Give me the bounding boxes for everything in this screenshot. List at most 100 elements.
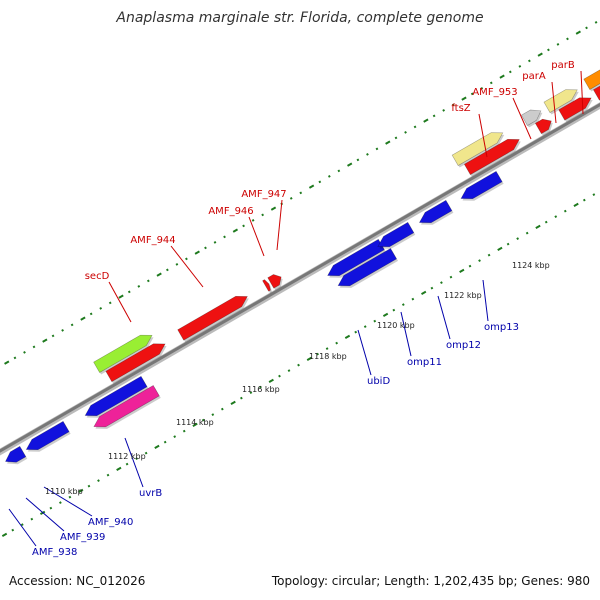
tick-dot-top [537,52,543,57]
tick-dot-bottom [97,479,100,482]
kbp-tick-label: 1112 kbp [108,452,146,461]
tick-dot-bottom [30,517,34,521]
label-leader-reverse [437,295,451,340]
tick-dot-top [261,213,265,217]
label-leader-reverse [25,497,65,532]
tick-dot-top [308,184,315,189]
tick-dot-top [223,235,226,239]
tick-dot-bottom [201,418,205,422]
tick-dot-top [442,109,446,112]
tick-dot-bottom [344,334,351,339]
gene-forward [267,274,282,289]
tick-dot-top [23,351,26,354]
tick-dot-top [51,334,55,338]
tick-dot-top [89,312,93,316]
tick-dot-top [318,180,322,184]
gene-reverse [418,199,453,224]
gene-label-reverse: AMF_938 [32,547,77,558]
gene-label-forward: parB [551,60,575,71]
gene-reverse [93,385,160,428]
tick-dot-bottom [20,523,24,526]
tick-dot-top [80,316,86,321]
tick-dot-bottom [325,347,329,350]
gene-label-reverse: AMF_939 [60,532,105,543]
tick-dot-bottom [592,193,596,196]
tick-dot-top [204,246,207,250]
tick-dot-top [156,272,162,277]
tick-dot-bottom [478,259,481,262]
tick-dot-top [4,360,10,365]
tick-dot-bottom [287,369,291,372]
tick-dot-top [299,191,303,195]
tick-dot-bottom [173,435,177,438]
tick-dot-top [385,140,391,145]
tick-dot-top [556,43,560,46]
tick-dot-top [242,224,245,228]
tick-dot-bottom [192,422,198,427]
gene-forward [592,85,600,101]
tick-dot-bottom [154,444,160,449]
gene-forward [451,132,504,166]
tick-dot-top [480,87,484,90]
gene-label-forward: AMF_946 [208,206,253,217]
map-title: Anaplasma marginale str. Florida, comple… [116,10,484,26]
tick-dot-bottom [401,303,405,306]
tick-dot-top [270,206,277,211]
tick-dot-bottom [116,466,122,471]
tick-dot-top [451,103,455,107]
tick-dot-top [289,197,293,200]
tick-dot-top [413,125,417,129]
tick-dot-bottom [230,400,236,405]
label-leader-forward [248,216,265,257]
tick-dot-bottom [421,290,427,295]
topology-text: Topology: circular; Length: 1,202,435 bp… [271,574,590,588]
label-leader-forward [580,70,584,115]
tick-dot-top [347,162,353,167]
label-leader-forward [108,281,132,323]
tick-dot-top [356,158,360,162]
tick-dot-top [194,250,200,255]
label-leader-forward [512,97,532,140]
kbp-tick-label: 1114 kbp [176,418,214,427]
label-leader-forward [478,113,488,158]
tick-dot-top [13,356,17,360]
tick-dot-bottom [544,220,548,224]
label-leader-reverse [482,279,489,322]
tick-dot-bottom [316,352,319,356]
gene-forward [463,138,520,176]
tick-dot-bottom [411,297,415,301]
kbp-tick-label: 1122 kbp [444,291,482,300]
tick-dot-top [375,147,379,151]
tick-dot-top [575,30,581,35]
gene-reverse [377,221,415,248]
tick-dot-top [518,65,522,68]
tick-dot-top [175,263,179,266]
gene-label-forward: AMF_947 [241,189,286,200]
gene-label-reverse: ubiD [367,376,390,387]
tick-dot-bottom [535,224,541,229]
tick-dot-top [61,329,64,332]
label-leader-reverse [357,329,372,376]
tick-dot-bottom [440,281,443,284]
tick-dot-top [327,175,331,178]
tick-dot-bottom [220,407,224,411]
tick-dot-top [404,131,407,134]
gene-label-reverse: omp12 [446,340,481,351]
tick-dot-bottom [249,391,253,394]
tick-dot-bottom [487,253,491,257]
tick-dot-bottom [525,231,529,235]
tick-dot-bottom [468,264,472,268]
gene-reverse [460,170,503,200]
tick-dot-top [423,118,429,123]
tick-dot-bottom [68,495,72,499]
tick-dot-bottom [163,440,167,444]
tick-dot-bottom [382,312,389,317]
tick-dot-bottom [11,528,15,532]
tick-dot-bottom [554,215,558,218]
tick-dot-bottom [106,473,110,477]
label-leader-reverse [400,311,412,357]
tick-dot-bottom [582,198,586,202]
tick-dots-layer [1,21,598,537]
tick-dot-bottom [306,356,313,361]
